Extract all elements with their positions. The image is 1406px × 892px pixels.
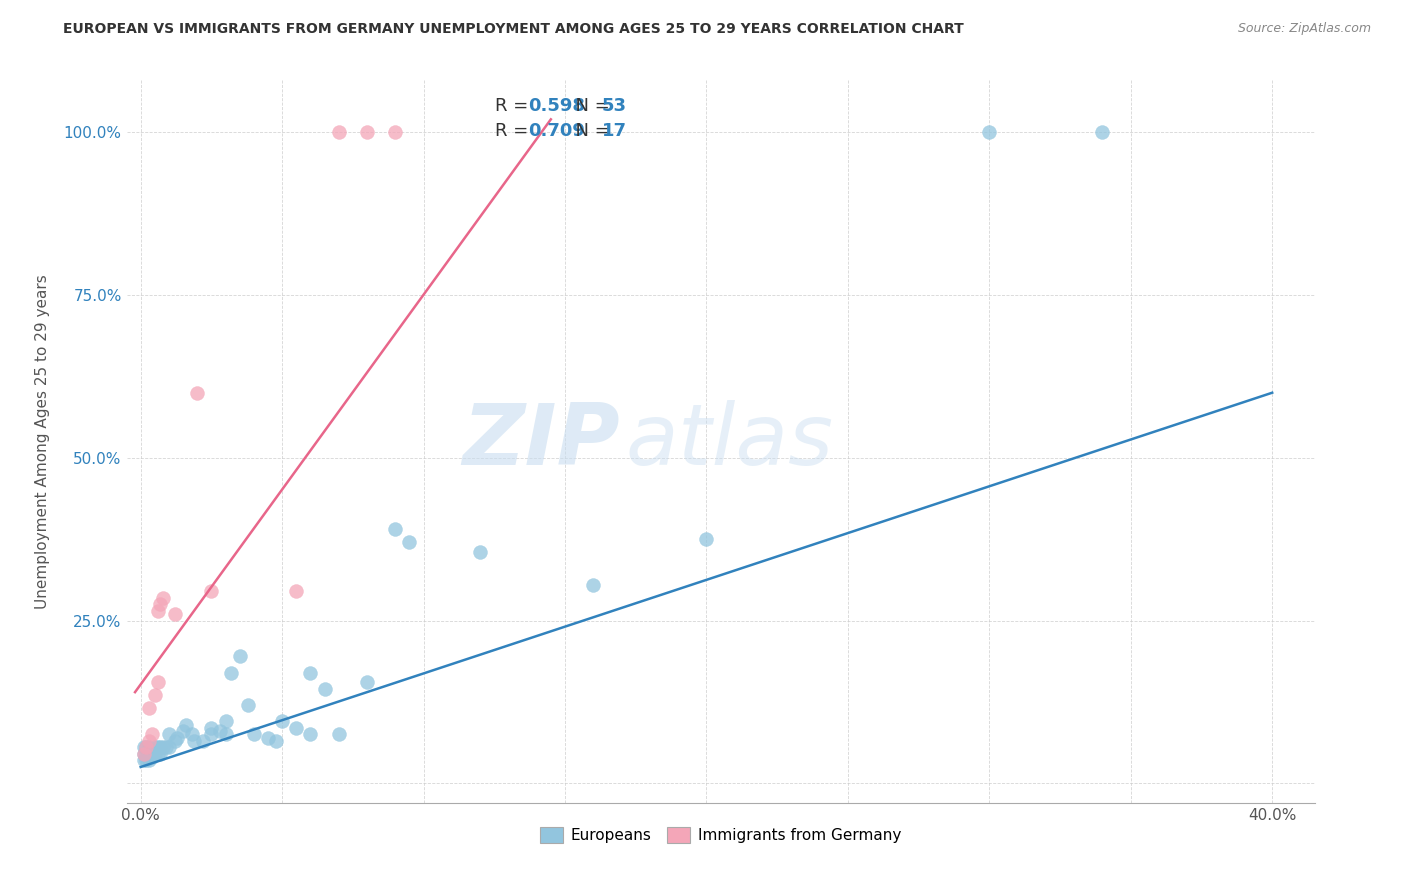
Point	[141, 727, 163, 741]
Point	[146, 604, 169, 618]
Point	[174, 717, 197, 731]
Text: atlas: atlas	[626, 400, 834, 483]
Point	[132, 747, 155, 761]
Point	[214, 714, 236, 729]
Point	[149, 747, 172, 761]
Point	[135, 747, 157, 761]
Point	[356, 125, 378, 139]
Point	[157, 740, 180, 755]
Point	[200, 727, 222, 741]
Y-axis label: Unemployment Among Ages 25 to 29 years: Unemployment Among Ages 25 to 29 years	[35, 274, 49, 609]
Point	[138, 754, 160, 768]
Point	[183, 734, 205, 748]
Point	[152, 740, 174, 755]
Point	[219, 665, 242, 680]
Point	[149, 597, 172, 611]
Point	[132, 740, 155, 755]
Text: N =: N =	[564, 122, 616, 140]
Point	[143, 747, 166, 761]
Point	[138, 734, 160, 748]
Point	[200, 721, 222, 735]
Point	[163, 607, 186, 621]
Point	[157, 727, 180, 741]
Point	[243, 727, 266, 741]
Point	[285, 584, 308, 599]
Point	[208, 724, 231, 739]
Point	[266, 734, 288, 748]
Point	[398, 535, 420, 549]
Point	[1091, 125, 1114, 139]
Point	[149, 740, 172, 755]
Point	[146, 740, 169, 755]
Text: 17: 17	[602, 122, 627, 140]
Point	[228, 649, 250, 664]
Point	[979, 125, 1001, 139]
Text: 0.709: 0.709	[529, 122, 585, 140]
Point	[146, 675, 169, 690]
Point	[172, 724, 194, 739]
Text: R =: R =	[495, 96, 534, 114]
Point	[285, 721, 308, 735]
Point	[186, 385, 208, 400]
Point	[200, 584, 222, 599]
Text: EUROPEAN VS IMMIGRANTS FROM GERMANY UNEMPLOYMENT AMONG AGES 25 TO 29 YEARS CORRE: EUROPEAN VS IMMIGRANTS FROM GERMANY UNEM…	[63, 22, 965, 37]
Point	[138, 701, 160, 715]
Point	[135, 754, 157, 768]
Point	[384, 125, 406, 139]
Point	[163, 734, 186, 748]
Point	[468, 545, 491, 559]
Point	[166, 731, 188, 745]
Point	[132, 754, 155, 768]
Point	[328, 125, 350, 139]
Point	[384, 523, 406, 537]
Point	[143, 689, 166, 703]
Point	[180, 727, 202, 741]
Point	[257, 731, 280, 745]
Text: ZIP: ZIP	[463, 400, 620, 483]
Text: 53: 53	[602, 96, 627, 114]
Point	[314, 681, 336, 696]
Point	[141, 744, 163, 758]
Point	[214, 727, 236, 741]
Point	[152, 591, 174, 605]
Point	[238, 698, 260, 713]
Point	[143, 740, 166, 755]
Point	[155, 740, 177, 755]
Point	[141, 750, 163, 764]
Text: Source: ZipAtlas.com: Source: ZipAtlas.com	[1237, 22, 1371, 36]
Text: N =: N =	[564, 96, 616, 114]
Point	[356, 675, 378, 690]
Text: R =: R =	[495, 122, 534, 140]
Point	[299, 665, 322, 680]
Point	[328, 727, 350, 741]
Point	[132, 747, 155, 761]
Point	[135, 740, 157, 755]
Point	[695, 532, 717, 546]
Point	[138, 747, 160, 761]
Point	[146, 747, 169, 761]
Point	[138, 740, 160, 755]
Text: 0.598: 0.598	[529, 96, 585, 114]
Point	[191, 734, 214, 748]
Point	[271, 714, 294, 729]
Point	[135, 740, 157, 755]
Legend: Europeans, Immigrants from Germany: Europeans, Immigrants from Germany	[534, 822, 907, 849]
Point	[299, 727, 322, 741]
Point	[582, 578, 605, 592]
